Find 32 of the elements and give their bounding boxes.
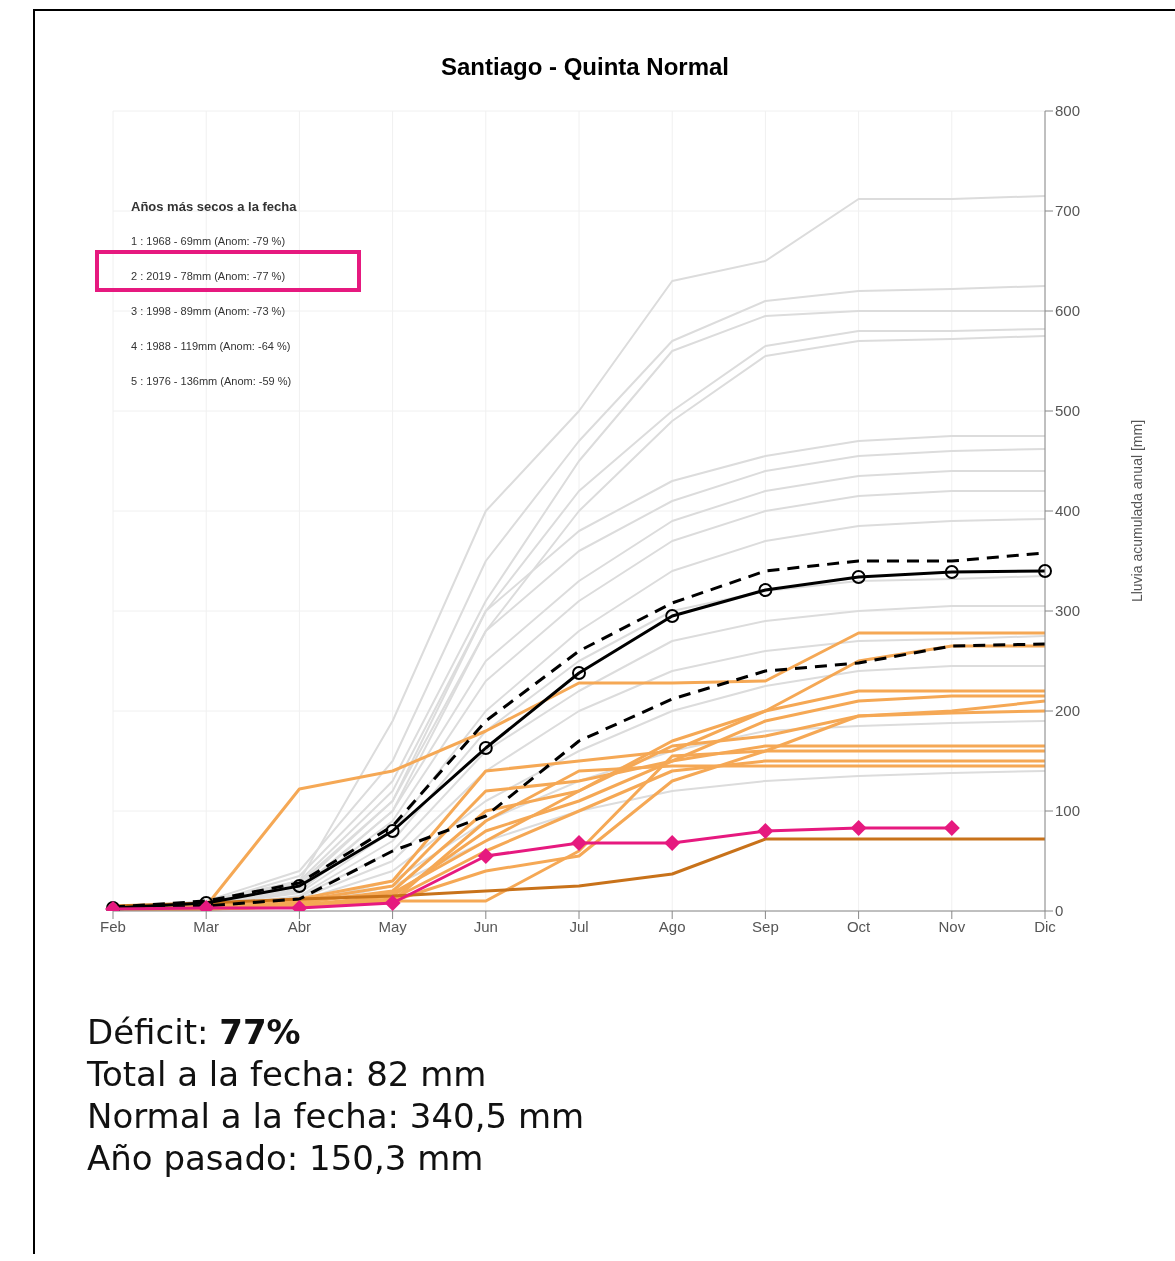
annotation: 2 : 2019 - 78mm (Anom: -77 %) bbox=[131, 269, 287, 284]
x-tick-label: Jun bbox=[473, 917, 498, 935]
y-tick-label: 800 bbox=[1055, 102, 1081, 120]
y-tick-label: 600 bbox=[1055, 302, 1081, 320]
y-tick-label: 700 bbox=[1055, 202, 1081, 220]
annotation: 5 : 1976 - 136mm (Anom: -59 %) bbox=[131, 374, 293, 389]
y-tick-label: 300 bbox=[1055, 602, 1081, 620]
text: Año pasado: 150,3 mm bbox=[87, 1137, 485, 1179]
text: Déficit: 77% bbox=[87, 1011, 302, 1053]
annotation: Años más secos a la fecha bbox=[131, 198, 297, 216]
x-tick-label: Abr bbox=[287, 917, 312, 935]
y-tick-label: 200 bbox=[1055, 702, 1081, 720]
x-tick-label: Mar bbox=[193, 917, 220, 935]
x-tick-label: Ago bbox=[658, 917, 686, 935]
annotation: 1 : 1968 - 69mm (Anom: -79 %) bbox=[131, 234, 287, 249]
y-axis-title: Lluvia acumulada anual [mm] bbox=[1128, 419, 1145, 603]
x-tick-label: Oct bbox=[846, 917, 872, 935]
x-tick-label: Sep bbox=[752, 917, 779, 935]
x-tick-label: Jul bbox=[569, 917, 589, 935]
y-tick-label: 400 bbox=[1055, 502, 1081, 520]
annotation: 3 : 1998 - 89mm (Anom: -73 %) bbox=[131, 304, 287, 319]
y-tick-label: 500 bbox=[1055, 402, 1081, 420]
x-tick-label: Feb bbox=[100, 917, 126, 935]
x-tick-label: May bbox=[378, 917, 408, 935]
y-tick-label: 0 bbox=[1055, 902, 1064, 920]
x-tick-label: Nov bbox=[938, 917, 966, 935]
chart-title: Santiago - Quinta Normal bbox=[440, 53, 730, 81]
text: Normal a la fecha: 340,5 mm bbox=[87, 1095, 585, 1137]
y-tick-label: 100 bbox=[1055, 802, 1081, 820]
annotation: 4 : 1988 - 119mm (Anom: -64 %) bbox=[131, 339, 292, 354]
text: Total a la fecha: 82 mm bbox=[87, 1053, 488, 1095]
x-tick-label: Dic bbox=[1034, 917, 1057, 935]
